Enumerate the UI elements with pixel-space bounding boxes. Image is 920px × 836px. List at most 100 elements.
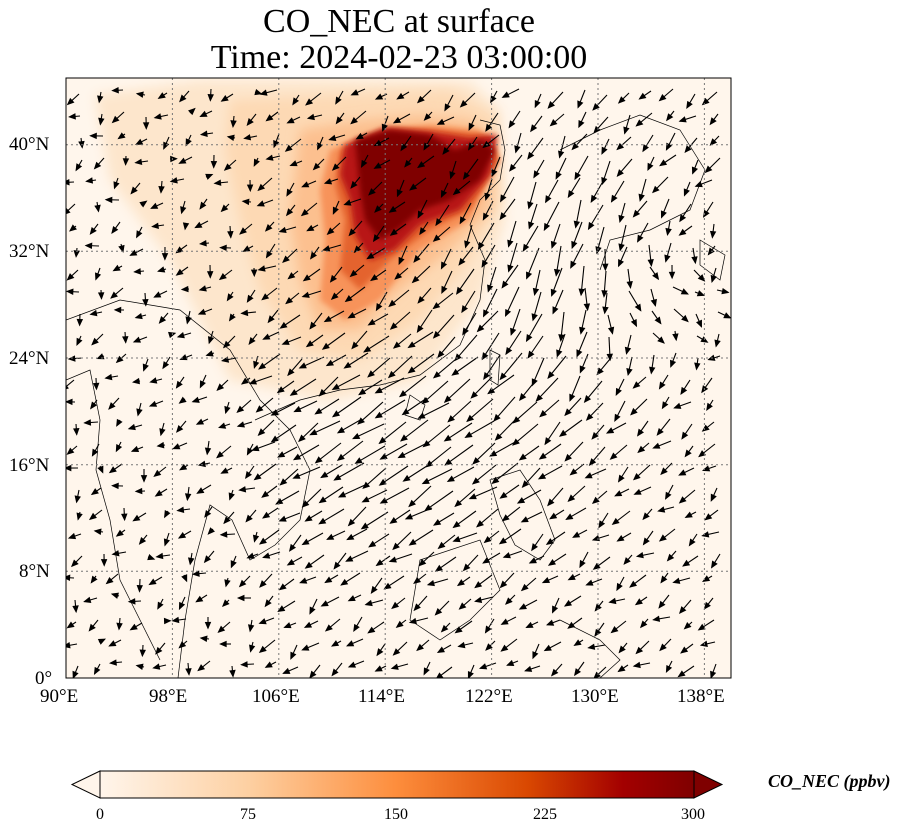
wind-arrow-head — [481, 352, 489, 361]
wind-arrow-head — [139, 649, 146, 658]
wind-arrow-head — [436, 646, 445, 653]
wind-arrow-head — [331, 410, 341, 418]
wind-arrow-head — [358, 388, 367, 396]
wind-arrow-head — [501, 91, 510, 98]
wind-arrow-head — [682, 559, 691, 567]
wind-arrow-head — [407, 366, 416, 374]
wind-arrow-head — [108, 402, 116, 410]
wind-arrow-head — [74, 495, 81, 504]
wind-arrow-head — [290, 651, 297, 660]
wind-arrow-head — [601, 290, 608, 298]
wind-arrow-head — [292, 472, 301, 479]
wind-arrow-head — [684, 145, 692, 154]
wind-arrow-head — [318, 517, 327, 525]
wind-arrow-head — [89, 309, 98, 317]
wind-arrow-head — [502, 552, 511, 559]
wind-arrow-head — [668, 271, 676, 280]
wind-arrow-head — [417, 161, 426, 169]
lon-tick-138: 138°E — [677, 686, 725, 707]
wind-arrow-head — [482, 309, 490, 318]
wind-arrow-head — [721, 287, 730, 295]
wind-arrow-head — [388, 205, 397, 213]
wind-arrow-head — [153, 113, 162, 120]
wind-arrow-head — [679, 214, 687, 223]
wind-arrow-head — [714, 339, 721, 348]
wind-arrow-head — [69, 224, 77, 232]
wind-arrow-head — [404, 159, 412, 168]
wind-arrow-head — [228, 313, 236, 322]
wind-arrow-head — [352, 433, 361, 440]
wind-arrow-head — [132, 377, 140, 385]
wind-arrow-head — [378, 478, 387, 486]
wind-arrow-head — [629, 580, 638, 588]
lon-tick-130: 130°E — [571, 686, 619, 707]
wind-arrow-head — [222, 599, 230, 607]
wind-arrow-head — [142, 298, 149, 307]
wind-arrow-head — [468, 122, 475, 131]
wind-arrow-head — [217, 422, 227, 429]
wind-arrow-head — [527, 201, 534, 210]
wind-arrow-head — [454, 626, 463, 634]
wind-arrow-head — [435, 218, 443, 227]
wind-arrow-head — [309, 429, 318, 436]
wind-arrow-head — [188, 107, 196, 116]
wind-arrow-head — [105, 577, 114, 585]
wind-arrow-head — [703, 601, 711, 610]
wind-arrow-head — [289, 389, 298, 396]
wind-arrow-head — [683, 622, 692, 630]
wind-arrow-head — [723, 312, 731, 319]
wind-arrow-head — [89, 132, 97, 140]
wind-arrow-head — [449, 171, 456, 180]
wind-arrow-head — [152, 663, 161, 670]
wind-arrow-head — [312, 162, 321, 171]
wind-arrow-head — [72, 670, 79, 678]
wind-arrow-head — [324, 624, 333, 632]
wind-arrow-head — [609, 452, 618, 460]
wind-arrow-head — [549, 119, 558, 127]
wind-arrow-head — [267, 315, 275, 324]
wind-arrow-head — [467, 670, 474, 678]
wind-arrow-head — [90, 575, 98, 584]
wind-arrow-head — [229, 669, 236, 678]
wind-arrow-head — [399, 390, 407, 398]
wind-arrow-head — [701, 531, 710, 538]
wind-arrow-head — [567, 621, 576, 629]
wind-arrow-head — [153, 469, 162, 477]
wind-arrow-head — [227, 230, 234, 239]
wind-arrow-head — [176, 506, 185, 513]
wind-arrow-head — [204, 621, 212, 630]
wind-arrow-head — [584, 472, 593, 479]
wind-arrow-head — [370, 585, 378, 594]
wind-arrow-head — [616, 169, 624, 177]
wind-arrow-head — [364, 599, 373, 607]
wind-arrow-head — [164, 510, 171, 519]
wind-arrow-head — [207, 93, 214, 102]
wind-arrow-head — [678, 606, 687, 614]
wind-arrow-head — [309, 321, 317, 330]
wind-arrow-head — [632, 661, 641, 669]
wind-arrow-head — [598, 520, 606, 529]
wind-arrow-head — [618, 645, 626, 654]
wind-arrow-head — [333, 561, 341, 570]
wind-arrow-head — [337, 491, 347, 498]
wind-arrow-head — [659, 159, 668, 167]
wind-arrow-head — [305, 340, 314, 348]
wind-arrow-shaft — [66, 203, 76, 214]
wind-arrow-head — [632, 381, 641, 389]
wind-arrow-head — [547, 371, 555, 379]
wind-arrow-head — [353, 623, 360, 633]
wind-arrow-head — [322, 245, 331, 252]
wind-arrow-head — [138, 537, 147, 545]
wind-arrow-head — [175, 380, 183, 389]
wind-arrow-head — [413, 254, 421, 263]
wind-arrow-head — [301, 500, 310, 508]
colorbar-tick-225: 225 — [533, 806, 557, 823]
wind-arrow-head — [392, 116, 402, 124]
wind-arrow-head — [240, 377, 249, 385]
wind-arrow-head — [642, 144, 649, 153]
wind-arrow-head — [197, 664, 206, 672]
wind-arrow-head — [127, 598, 136, 605]
wind-arrow-head — [482, 212, 490, 221]
wind-arrow-head — [519, 393, 527, 401]
wind-arrow-head — [567, 494, 576, 502]
